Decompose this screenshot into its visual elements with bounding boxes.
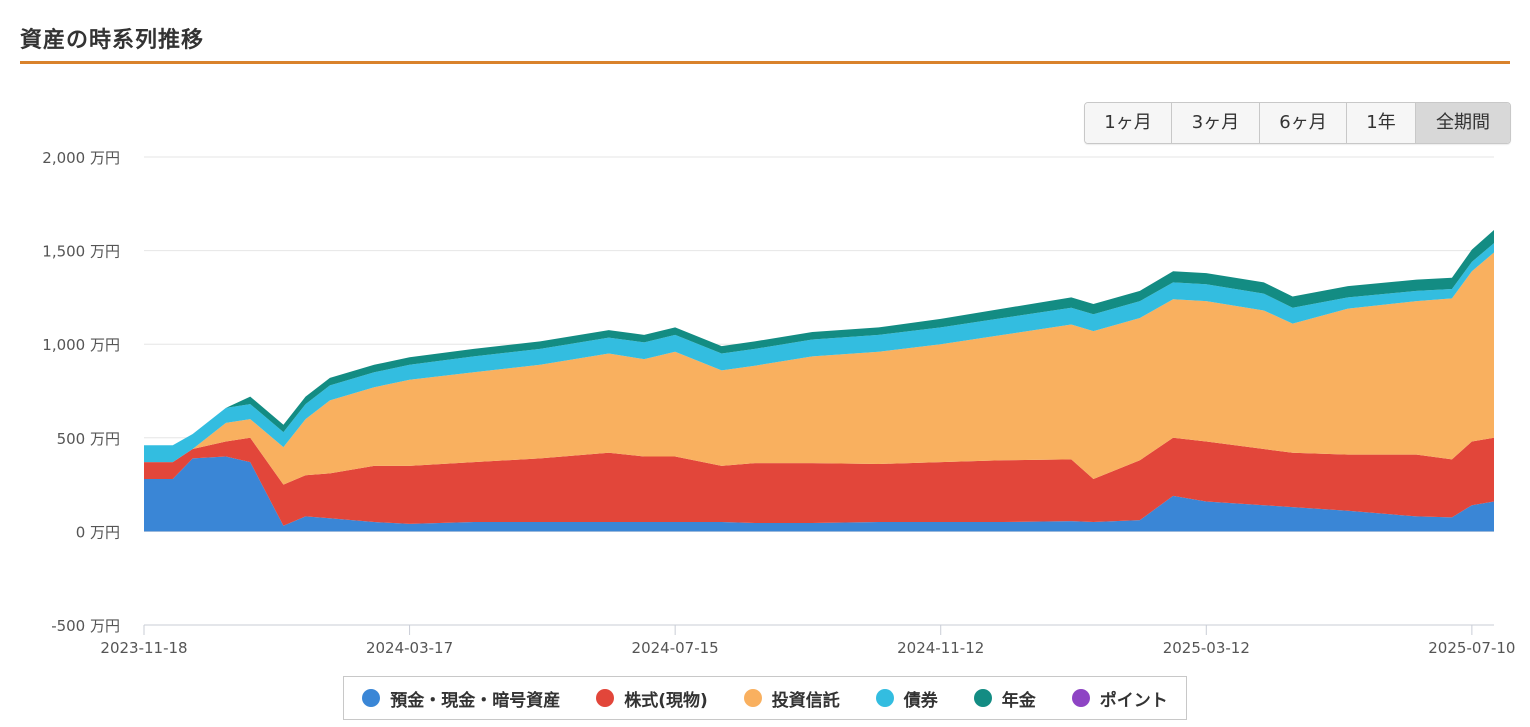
x-tick-label: 2025-03-12 — [1163, 639, 1250, 657]
y-tick-label: 1,500 万円 — [42, 243, 120, 261]
legend-dot-points — [1071, 689, 1090, 707]
legend: 預金・現金・暗号資産 株式(現物) 投資信託 債券 年金 ポイント — [343, 676, 1187, 720]
legend-item-bonds[interactable]: 債券 — [875, 686, 938, 711]
legend-item-cash[interactable]: 預金・現金・暗号資産 — [362, 686, 560, 711]
area-series-funds — [144, 252, 1494, 485]
legend-label: 債券 — [903, 690, 938, 711]
title-divider — [20, 61, 1510, 64]
legend-label: 投資信託 — [771, 690, 840, 711]
y-tick-label: 1,000 万円 — [42, 336, 120, 354]
legend-item-funds[interactable]: 投資信託 — [743, 686, 840, 711]
x-tick-label: 2024-07-15 — [632, 639, 719, 657]
legend-dot-pension — [973, 689, 992, 707]
legend-item-points[interactable]: ポイント — [1071, 686, 1168, 711]
axis-layer: -500 万円 0 万円 500 万円 1,000 万円 1,500 万円 2,000 万… — [42, 149, 1515, 657]
x-tick-label: 2024-11-12 — [897, 639, 984, 657]
area-series-bonds — [144, 243, 1494, 463]
asset-area-chart: -500 万円 0 万円 500 万円 1,000 万円 1,500 万円 2,000 万… — [42, 149, 1515, 657]
legend-label: 年金 — [1001, 690, 1036, 711]
page-title: 資産の時系列推移 — [20, 28, 205, 53]
range-button-6m[interactable]: 6ヶ月 — [1260, 103, 1347, 143]
legend-item-pension[interactable]: 年金 — [973, 686, 1036, 711]
range-button-all[interactable]: 全期間 — [1416, 103, 1510, 143]
y-tick-label: 2,000 万円 — [42, 149, 120, 167]
x-tick-label: 2025-07-10 — [1428, 639, 1515, 657]
legend-dot-cash — [362, 689, 381, 707]
legend-label: 株式(現物) — [624, 690, 708, 711]
range-button-1y[interactable]: 1年 — [1347, 103, 1416, 143]
range-button-1m[interactable]: 1ヶ月 — [1085, 103, 1172, 143]
area-layer — [144, 230, 1494, 532]
area-series-cash — [144, 456, 1494, 532]
area-series-pension — [144, 230, 1494, 446]
x-tick-label: 2024-03-17 — [366, 639, 453, 657]
range-button-3m[interactable]: 3ヶ月 — [1172, 103, 1260, 143]
y-tick-label: -500 万円 — [51, 617, 120, 635]
range-selector: 1ヶ月 3ヶ月 6ヶ月 1年 全期間 — [1084, 102, 1511, 144]
y-tick-label: 0 万円 — [76, 523, 120, 541]
legend-label: ポイント — [1099, 690, 1168, 711]
legend-label: 預金・現金・暗号資産 — [390, 690, 561, 711]
legend-dot-stocks — [596, 689, 615, 707]
legend-dot-bonds — [875, 689, 894, 707]
legend-item-stocks[interactable]: 株式(現物) — [596, 686, 708, 711]
x-tick-label: 2023-11-18 — [100, 639, 187, 657]
area-series-stocks — [144, 437, 1494, 526]
legend-dot-funds — [743, 689, 762, 707]
y-tick-label: 500 万円 — [57, 430, 120, 448]
